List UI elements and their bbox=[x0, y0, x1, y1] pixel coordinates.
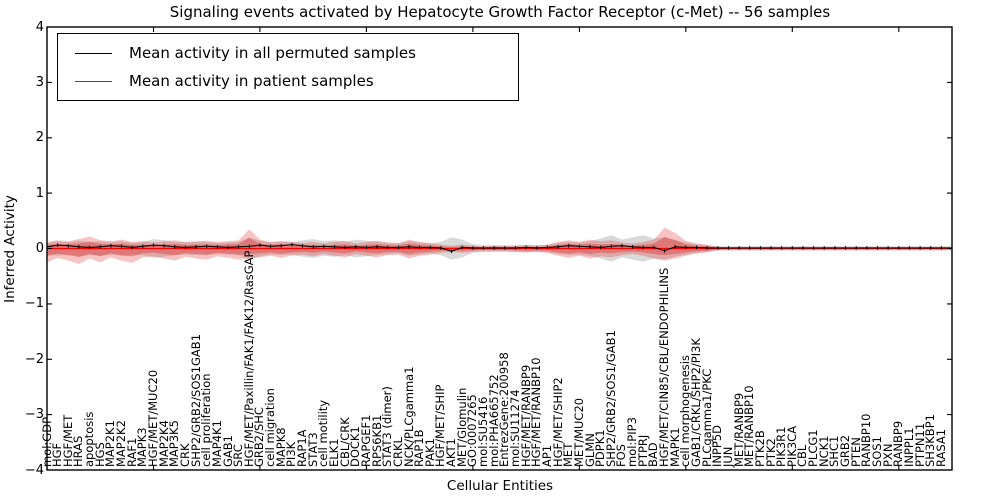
permuted-mean-line bbox=[46, 244, 952, 252]
y-tick-label: −1 bbox=[24, 296, 44, 312]
legend-item-label: Mean activity in patient samples bbox=[129, 72, 374, 90]
y-tick-label: 0 bbox=[35, 241, 44, 256]
legend-line-sample bbox=[75, 52, 112, 54]
legend-line-sample bbox=[75, 80, 112, 82]
y-tick-label: −3 bbox=[24, 407, 44, 423]
legend-item-1: Mean activity in patient samples bbox=[58, 72, 518, 90]
y-tick-label: −4 bbox=[24, 462, 44, 478]
x-tick-label: RASA1 bbox=[933, 428, 948, 467]
y-tick-label: 3 bbox=[35, 74, 44, 90]
y-tick-label: 1 bbox=[35, 185, 44, 201]
legend-item-0: Mean activity in all permuted samples bbox=[58, 44, 518, 62]
y-tick-label: 4 bbox=[35, 19, 44, 35]
legend-item-label: Mean activity in all permuted samples bbox=[129, 44, 416, 62]
y-tick-label: −2 bbox=[24, 351, 44, 367]
chart-title: Signaling events activated by Hepatocyte… bbox=[169, 3, 831, 21]
x-axis-label: Cellular Entities bbox=[446, 478, 554, 494]
axis-ticks bbox=[46, 26, 952, 471]
legend: Mean activity in all permuted samples Mea… bbox=[57, 33, 519, 101]
y-tick-label: 2 bbox=[35, 130, 44, 146]
patient-std-band-inner bbox=[47, 236, 952, 258]
patient-std-band-outer bbox=[47, 227, 952, 265]
